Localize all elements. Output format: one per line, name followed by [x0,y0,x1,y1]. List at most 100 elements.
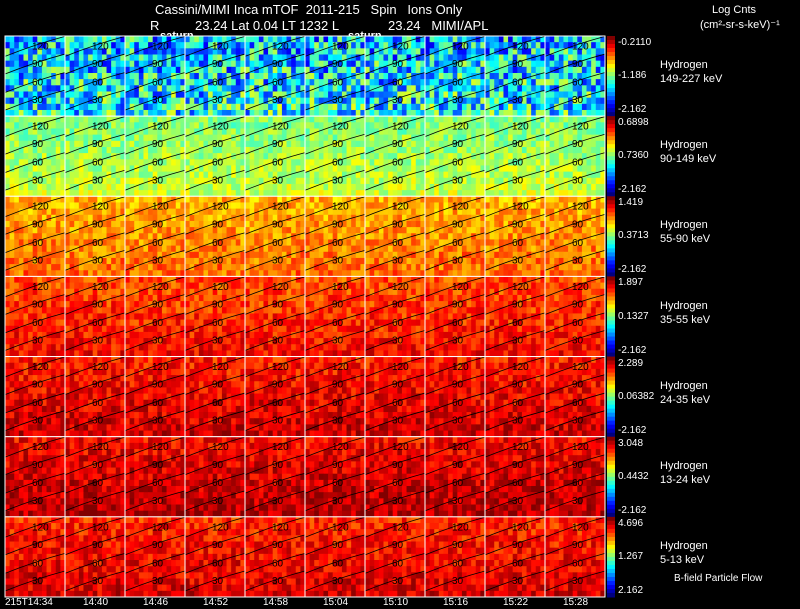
heatmap-cell [595,153,601,160]
heatmap-cell [448,66,454,74]
heatmap-cell [129,134,135,142]
heatmap-cell [120,36,126,43]
heatmap-cell [9,220,15,228]
ephemeris-values: 23.24 Lat 0.04 LT 1232 L [195,18,340,33]
heatmap-cell [18,54,24,62]
heatmap-cell [41,54,47,62]
heatmap-cell [65,109,71,117]
heatmap-cell [388,159,394,166]
heatmap-cell [526,146,532,154]
heatmap-cell [203,214,209,222]
heatmap-cell [420,48,426,55]
heatmap-cell [171,128,177,136]
heatmap-cell [46,42,52,49]
heatmap-cell [281,72,287,80]
heatmap-cell [134,103,140,111]
heatmap-cell [351,245,357,253]
heatmap-cell [41,190,47,197]
heatmap-cell [545,42,551,49]
heatmap-cell [46,122,52,129]
heatmap-cell [328,153,334,160]
heatmap-cell [591,177,597,185]
heatmap-cell [332,183,338,191]
heatmap-cell [305,116,311,123]
heatmap-cell [212,116,218,123]
heatmap-cell [521,153,527,160]
heatmap-cell [9,85,15,92]
contour-line [124,152,186,174]
heatmap-cell [503,72,509,80]
heatmap-cell [291,227,297,234]
heatmap-cell [23,134,29,142]
heatmap-cell [471,245,477,253]
heatmap-cell [309,146,315,154]
contour-line [304,72,366,93]
heatmap-cell [185,60,191,68]
heatmap-cell [485,140,491,148]
heatmap-cell [323,171,329,179]
heatmap-cell [203,233,209,240]
heatmap-cell [480,66,486,74]
heatmap-cell [78,251,84,259]
heatmap-cell [60,122,66,129]
heatmap-cell [485,134,491,142]
heatmap-cell [101,48,107,55]
heatmap-cell [143,245,149,253]
heatmap-cell [152,177,158,185]
heatmap-cell [55,60,61,68]
heatmap-cell [600,177,606,185]
heatmap-cell [591,159,597,166]
heatmap-cell [355,72,361,80]
heatmap-cell [512,72,518,80]
heatmap-cell [9,153,15,160]
heatmap-cell [360,109,366,117]
heatmap-cell [134,239,140,246]
heatmap-cell [291,220,297,228]
heatmap-cell [111,97,117,105]
heatmap-cell [600,134,606,142]
heatmap-cell [457,183,463,191]
heatmap-cell [65,60,71,68]
heatmap-cell [341,109,347,117]
heatmap-cell [374,122,380,129]
heatmap-cell [55,220,61,228]
heatmap-cell [125,116,131,123]
heatmap-cell [125,257,131,265]
heatmap-cell [97,190,103,197]
contour-label: 30 [332,95,344,106]
heatmap-cell [406,134,412,142]
heatmap-cell [175,183,181,191]
heatmap-cell [563,128,569,136]
contour-line [304,36,366,57]
heatmap-cell [198,183,204,191]
heatmap-cell [595,48,601,55]
heatmap-cell [401,54,407,62]
heatmap-cell [521,134,527,142]
heatmap-cell [143,72,149,80]
heatmap-cell [23,116,29,123]
heatmap-cell [300,134,306,142]
heatmap-cell [152,66,158,74]
heatmap-cell [374,239,380,246]
heatmap-cell [397,109,403,117]
heatmap-cell [92,66,98,74]
heatmap-cell [471,128,477,136]
heatmap-cell [420,140,426,148]
heatmap-cell [97,60,103,68]
heatmap-cell [411,109,417,117]
heatmap-cell [406,79,412,86]
heatmap-cell [457,109,463,117]
heatmap-cell [221,146,227,154]
heatmap-cell [69,48,75,55]
heatmap-cell [374,36,380,43]
heatmap-cell [378,79,384,86]
heatmap-cell [309,91,315,99]
heatmap-cell [18,239,24,246]
heatmap-cell [549,109,555,117]
heatmap-cell [106,72,112,80]
heatmap-cell [286,134,292,142]
contour-line [364,53,426,75]
heatmap-cell [37,270,43,277]
contour-label: 120 [212,41,229,52]
heatmap-cell [148,66,154,74]
